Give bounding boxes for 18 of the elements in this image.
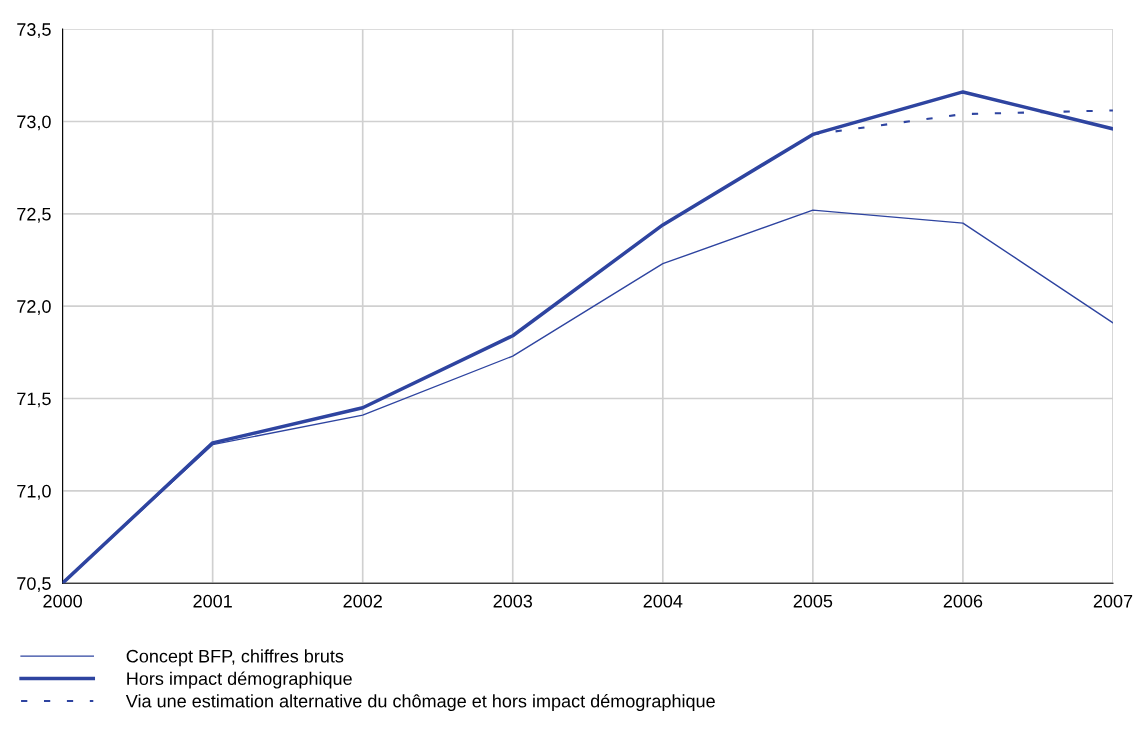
y-tick-label: 72,5 <box>17 207 51 223</box>
legend-label: Via une estimation alternative du chômage et hors impact démographique <box>125 694 715 712</box>
x-tick-label: 2006 <box>943 594 983 608</box>
x-tick-label: 2003 <box>493 594 533 608</box>
x-tick-label: 2004 <box>643 594 683 608</box>
x-tick-label: 2007 <box>1093 594 1133 608</box>
legend-label: Concept BFP, chiffres bruts <box>126 649 344 667</box>
y-tick-label: 73,0 <box>17 115 51 131</box>
y-tick-label: 71,0 <box>17 484 51 500</box>
y-tick-label: 70,5 <box>17 577 51 593</box>
y-tick-label: 71,5 <box>17 392 51 408</box>
legend-label: Hors impact démographique <box>127 671 352 689</box>
y-tick-label: 73,5 <box>17 23 51 39</box>
x-tick-label: 2002 <box>343 594 382 608</box>
y-tick-label: 72,0 <box>17 300 51 316</box>
x-tick-label: 2001 <box>193 594 232 608</box>
x-tick-label: 2000 <box>43 594 82 608</box>
x-tick-label: 2005 <box>793 594 833 608</box>
